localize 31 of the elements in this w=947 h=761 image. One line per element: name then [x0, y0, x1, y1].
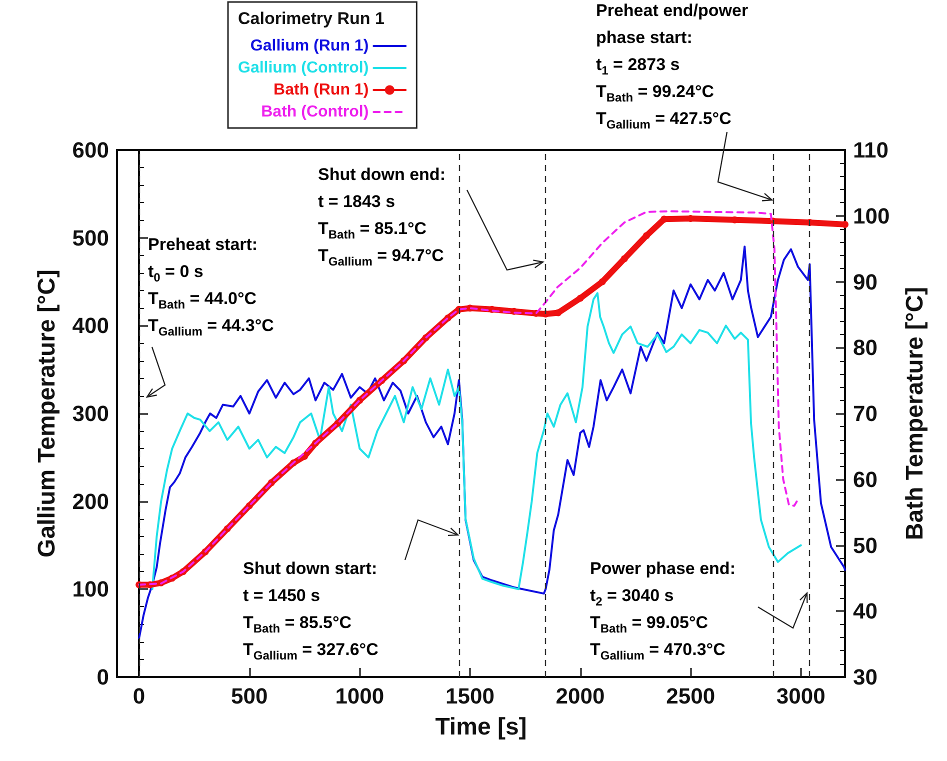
- y2-tick-label: 110: [853, 138, 888, 162]
- y2-tick-label: 100: [853, 203, 890, 228]
- y-tick-label: 200: [72, 488, 109, 514]
- x-tick-label: 3000: [776, 684, 826, 708]
- legend-title: Calorimetry Run 1: [238, 9, 384, 28]
- y-tick-label: 500: [72, 225, 109, 250]
- x-tick-label: 500: [231, 684, 268, 708]
- y2-axis-title: Bath Temperature [°C]: [902, 286, 928, 540]
- y2-tick-label: 50: [853, 532, 878, 558]
- y-tick-label: 300: [72, 401, 109, 426]
- y2-tick-label: 70: [853, 401, 878, 426]
- y-tick-label: 400: [72, 313, 109, 338]
- legend-label: Bath (Run 1): [274, 82, 369, 98]
- x-tick-label: 1500: [445, 684, 494, 708]
- legend-label: Gallium (Control): [238, 60, 369, 76]
- y-axis-title: Gallium Temperature [°C]: [34, 270, 60, 558]
- x-tick-label: 0: [132, 684, 146, 708]
- x-axis-title: Time [s]: [435, 714, 527, 740]
- legend-label: Bath (Control): [261, 104, 369, 120]
- y-tick-label: 100: [72, 576, 109, 602]
- x-tick-label: 2500: [666, 684, 716, 708]
- y-tick-label: 0: [96, 664, 109, 690]
- x-tick-label: 1000: [335, 684, 384, 708]
- y2-tick-label: 90: [853, 269, 878, 294]
- y2-tick-label: 80: [853, 335, 878, 360]
- x-tick-label: 2000: [556, 684, 605, 708]
- y2-tick-label: 60: [853, 466, 878, 492]
- legend-label: Gallium (Run 1): [250, 38, 369, 54]
- y-tick-label: 600: [72, 138, 109, 162]
- y2-tick-label: 40: [853, 598, 878, 624]
- y2-tick-label: 30: [853, 664, 878, 690]
